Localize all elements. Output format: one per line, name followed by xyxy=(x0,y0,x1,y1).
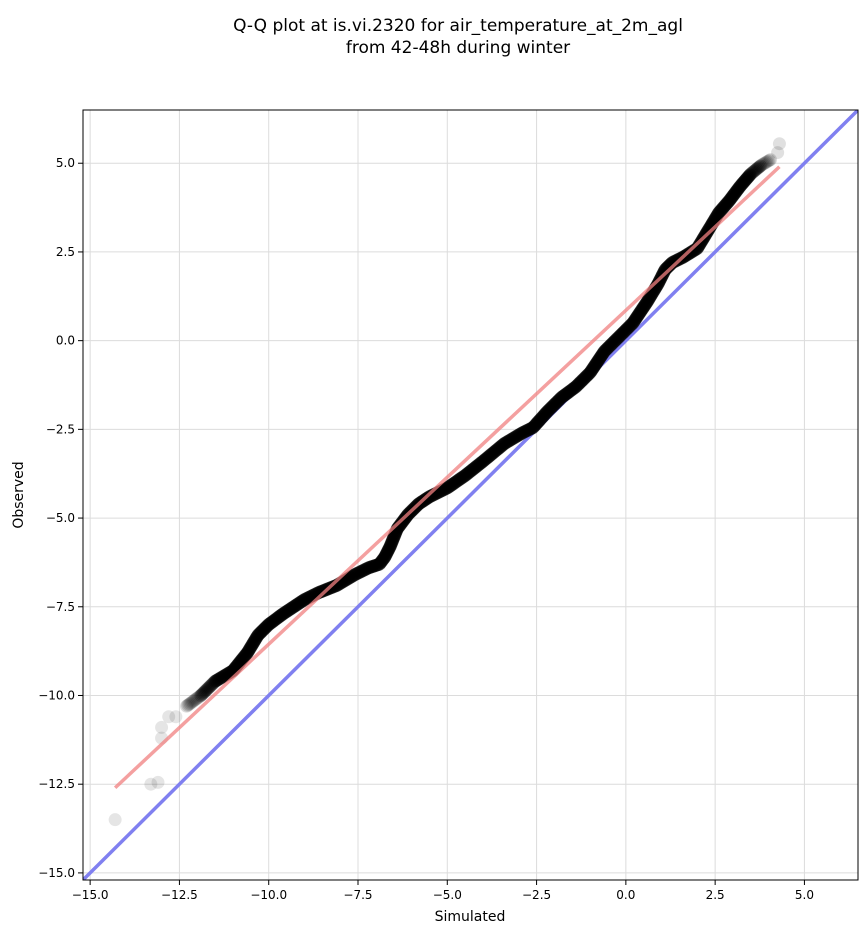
data-point xyxy=(162,710,176,724)
y-tick-label: −15.0 xyxy=(38,866,75,880)
data-point xyxy=(189,692,203,706)
data-point xyxy=(108,813,122,827)
data-point xyxy=(752,160,766,174)
data-point xyxy=(761,154,775,168)
data-point xyxy=(180,699,194,713)
data-point xyxy=(184,696,198,710)
identity-line xyxy=(83,110,858,880)
y-tick-label: −12.5 xyxy=(38,777,75,791)
x-axis-label: Simulated xyxy=(435,909,506,925)
x-tick-label: −10.0 xyxy=(250,888,287,902)
y-tick-label: 2.5 xyxy=(56,245,75,259)
data-point xyxy=(190,691,204,705)
data-point xyxy=(195,687,209,701)
data-point xyxy=(191,690,205,704)
data-point xyxy=(187,694,201,708)
data-point xyxy=(183,696,197,710)
plot-area xyxy=(83,110,858,880)
fit-line xyxy=(113,165,781,790)
data-point xyxy=(751,161,765,175)
data-point xyxy=(188,693,202,707)
y-axis-label: Observed xyxy=(11,461,27,528)
data-point xyxy=(194,688,208,702)
x-tick-label: 0.0 xyxy=(616,888,635,902)
data-point xyxy=(750,162,764,176)
axis-ticks: −15.0 −12.5 −10.0 −7.5 −5.0 −2.5 0.0 2.5 5.0 −15.… xyxy=(38,156,814,902)
data-point xyxy=(182,697,196,711)
y-tick-label: −2.5 xyxy=(46,422,75,436)
chart-title-line-1: Q-Q plot at is.vi.2320 for air_temperatu… xyxy=(233,16,683,36)
x-tick-label: −12.5 xyxy=(161,888,198,902)
data-point xyxy=(755,158,769,172)
x-tick-label: 2.5 xyxy=(706,888,725,902)
data-point xyxy=(196,686,210,700)
data-point xyxy=(199,683,213,697)
data-point xyxy=(745,166,759,180)
data-point xyxy=(144,777,158,791)
data-point xyxy=(758,156,772,170)
plot-frame xyxy=(82,109,859,881)
y-tick-label: 5.0 xyxy=(56,156,75,170)
data-point xyxy=(764,153,777,167)
data-point xyxy=(746,165,760,179)
data-point xyxy=(749,163,763,177)
data-point xyxy=(744,167,758,181)
data-point xyxy=(753,159,767,173)
y-tick-label: −5.0 xyxy=(46,511,75,525)
data-point xyxy=(771,146,785,160)
y-tick-label: −10.0 xyxy=(38,688,75,702)
x-tick-label: −5.0 xyxy=(433,888,462,902)
data-point xyxy=(762,153,776,167)
y-tick-label: −7.5 xyxy=(46,600,75,614)
x-tick-label: −15.0 xyxy=(72,888,109,902)
data-point xyxy=(186,695,200,709)
data-point xyxy=(151,775,165,789)
data-point xyxy=(756,157,770,171)
data-point xyxy=(747,164,761,178)
data-point xyxy=(743,168,757,182)
x-tick-label: −7.5 xyxy=(343,888,372,902)
data-point xyxy=(193,689,207,703)
y-tick-label: 0.0 xyxy=(56,334,75,348)
data-point xyxy=(155,720,169,734)
data-point xyxy=(757,156,771,170)
x-tick-label: −2.5 xyxy=(522,888,551,902)
data-point xyxy=(760,155,774,169)
data-point xyxy=(197,685,211,699)
data-point xyxy=(772,137,786,151)
chart-title-line-2: from 42-48h during winter xyxy=(346,38,570,58)
data-point xyxy=(181,698,195,712)
x-tick-label: 5.0 xyxy=(795,888,814,902)
data-point xyxy=(198,684,212,698)
data-point xyxy=(169,710,183,724)
